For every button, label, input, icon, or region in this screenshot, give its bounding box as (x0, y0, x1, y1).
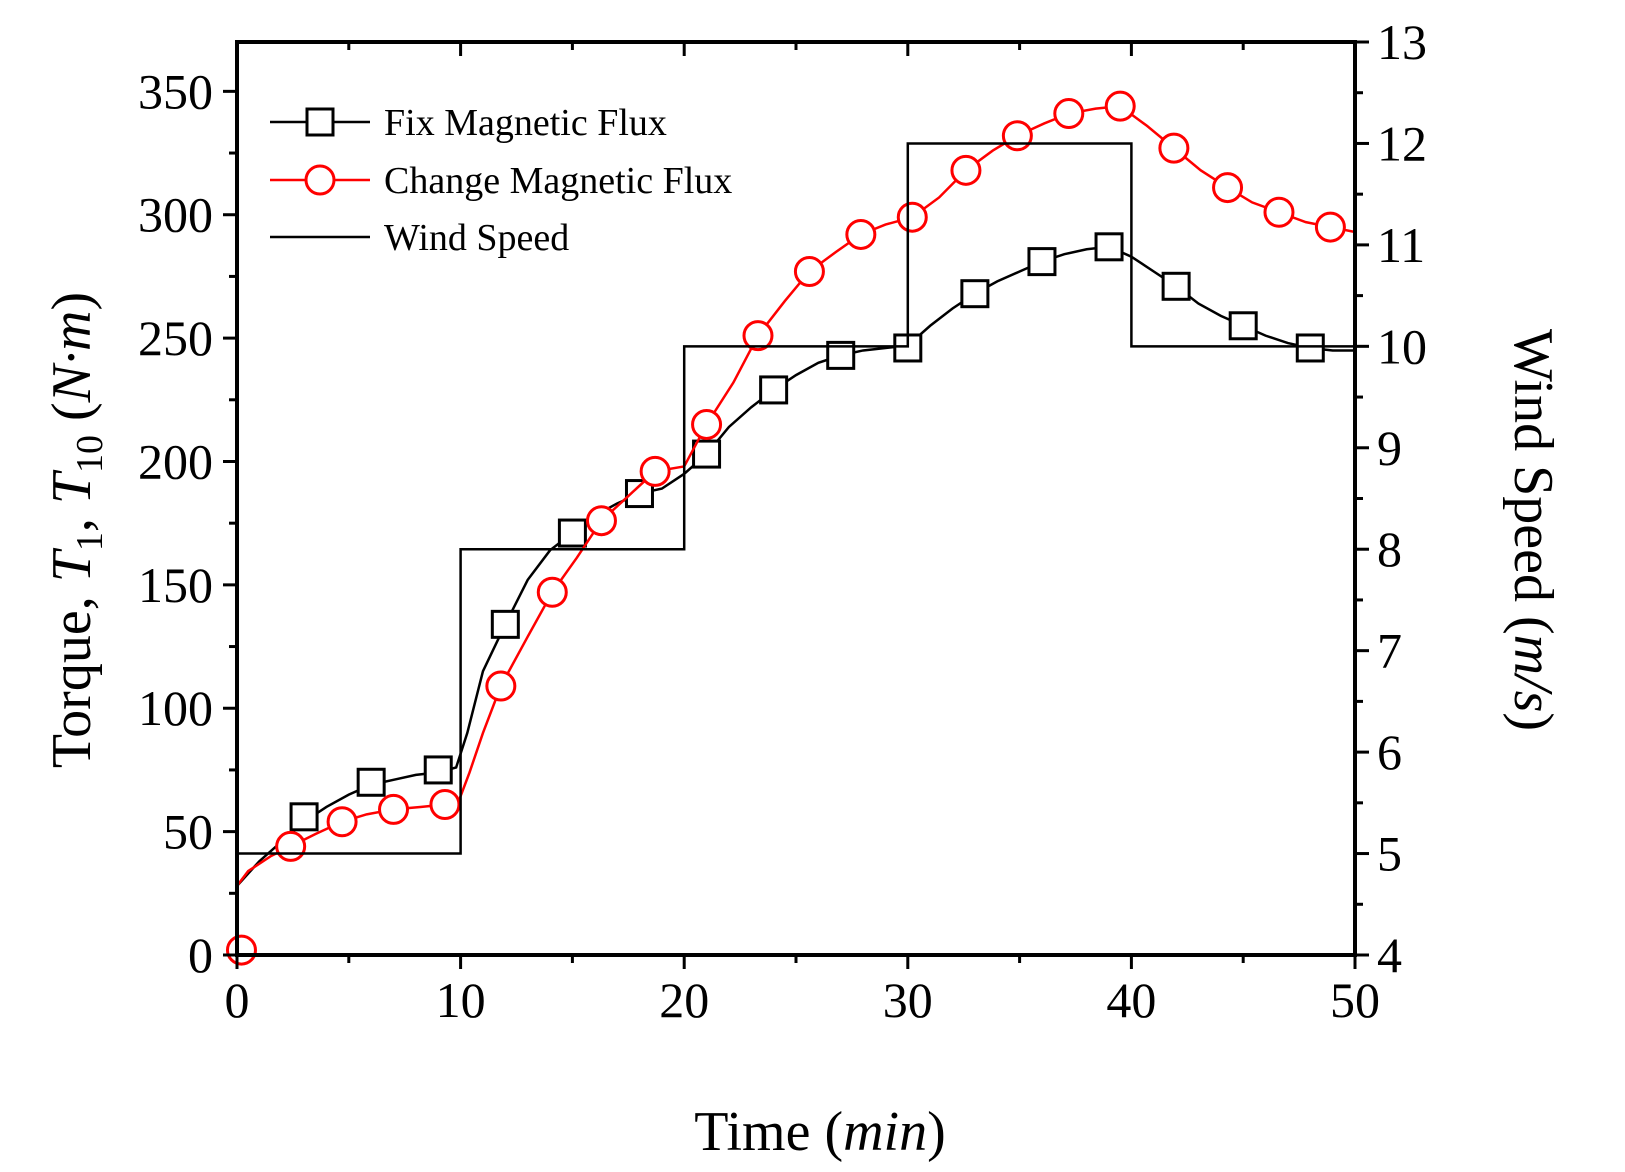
series-change-magnetic-flux (236, 90, 1356, 887)
data-point-circle (1053, 98, 1085, 130)
x-axis-title-paren-close: ) (927, 1101, 946, 1163)
data-point-square (1094, 232, 1124, 262)
y-right-tick-label: 6 (1377, 724, 1402, 780)
x-tick-label: 20 (659, 972, 709, 1028)
data-point-circle (1314, 211, 1346, 243)
wind-speed-step-line (237, 142, 1355, 855)
y-left-title-prefix: Torque, (41, 582, 103, 768)
x-tick-label: 10 (436, 972, 486, 1028)
y-right-tick-label: 8 (1377, 521, 1402, 577)
y-left-tick-label: 300 (138, 187, 213, 243)
legend-item: Fix Magnetic Flux (270, 102, 667, 144)
y-left-tick-label: 200 (138, 433, 213, 489)
legend-item: Wind Speed (270, 217, 569, 259)
y-right-tick-label: 4 (1377, 927, 1402, 983)
data-point-square (289, 802, 319, 832)
y-right-tick-label: 9 (1377, 420, 1402, 476)
y-left-title-t1: T (41, 547, 103, 582)
y-right-tick-label: 10 (1377, 318, 1427, 374)
data-point-circle (326, 806, 358, 838)
data-point-square (1027, 247, 1057, 277)
data-point-circle (1158, 132, 1190, 164)
data-point-circle (742, 320, 774, 352)
y-left-tick-label: 100 (138, 680, 213, 736)
data-point-square (1228, 311, 1258, 341)
data-point-circle (585, 505, 617, 537)
legend-item: Change Magnetic Flux (270, 160, 732, 202)
y-left-tick-label: 350 (138, 63, 213, 119)
y-right-title-unit: m/s (1502, 635, 1564, 713)
legend-label: Wind Speed (384, 217, 569, 259)
x-tick-label: 30 (883, 972, 933, 1028)
data-point-circle (536, 576, 568, 608)
y-left-tick-label: 250 (138, 310, 213, 366)
x-axis-unit: min (843, 1101, 927, 1163)
y-left-title-unit: N·m (41, 311, 103, 404)
series-layer (225, 90, 1356, 966)
data-point-circle (429, 788, 461, 820)
data-point-square (557, 518, 587, 548)
data-point-circle (793, 255, 825, 287)
data-point-circle (1263, 196, 1295, 228)
y-left-title-t10: T (41, 469, 103, 504)
data-point-circle (1212, 172, 1244, 204)
series-wind-speed (237, 142, 1355, 855)
y-left-tick-label: 150 (138, 557, 213, 613)
x-axis-title-text: Time (694, 1101, 824, 1163)
y-right-tick-label: 5 (1377, 826, 1402, 882)
y-right-title-close: ) (1502, 712, 1564, 731)
y-left-tick-label: 50 (163, 804, 213, 860)
data-point-circle (691, 408, 723, 440)
data-point-circle (845, 218, 877, 250)
y-right-tick-label: 12 (1377, 115, 1427, 171)
x-axis-title-paren-open: ( (824, 1101, 843, 1163)
y-left-title-t1-sub: 1 (69, 532, 111, 551)
data-point-circle (275, 830, 307, 862)
legend: Fix Magnetic Flux Change Magnetic Flux Win… (270, 102, 732, 259)
data-point-circle (485, 670, 517, 702)
y-right-title-text: Wind Speed ( (1502, 329, 1564, 635)
y-right-tick-label: 13 (1377, 14, 1427, 70)
y-left-tick-label: 0 (188, 927, 213, 983)
data-point-square (490, 609, 520, 639)
axes-layer: 0 10 20 30 40 50 0 50 100 150 200 250 300 350 4 5 6 7 8 9 10… (138, 14, 1427, 1028)
data-point-circle (950, 154, 982, 186)
data-point-square (1295, 333, 1325, 363)
legend-label: Change Magnetic Flux (384, 160, 732, 202)
data-point-square (423, 755, 453, 785)
data-point-square (960, 279, 990, 309)
y-right-tick-label: 7 (1377, 623, 1402, 679)
data-point-circle (1001, 120, 1033, 152)
legend-label: Fix Magnetic Flux (384, 102, 667, 144)
data-point-circle (639, 455, 671, 487)
x-axis-title: Time (min) (694, 1101, 946, 1163)
x-tick-label: 40 (1106, 972, 1156, 1028)
y-right-tick-label: 11 (1377, 217, 1425, 273)
data-point-circle (896, 201, 928, 233)
y-left-title-unit-open: ( (41, 402, 103, 435)
data-point-square (356, 767, 386, 797)
data-point-circle (304, 164, 336, 196)
data-point-square (692, 439, 722, 469)
data-point-circle (225, 934, 257, 966)
data-point-square (759, 375, 789, 405)
y-left-title-unit-close: ) (41, 292, 103, 311)
data-point-square (1161, 271, 1191, 301)
x-tick-label: 0 (225, 972, 250, 1028)
series-line (236, 245, 1355, 887)
x-tick-label: 50 (1330, 972, 1380, 1028)
y-right-axis-title: Wind Speed (m/s) (1502, 329, 1564, 731)
y-left-title-t10-sub: 10 (69, 435, 111, 473)
y-left-title-sep: , (41, 504, 103, 532)
data-point-circle (378, 793, 410, 825)
y-left-axis-title: Torque, T1, T10 (N·m) (41, 292, 111, 768)
series-fix-magnetic-flux (236, 232, 1355, 887)
data-point-square (305, 107, 335, 137)
data-point-circle (1104, 90, 1136, 122)
